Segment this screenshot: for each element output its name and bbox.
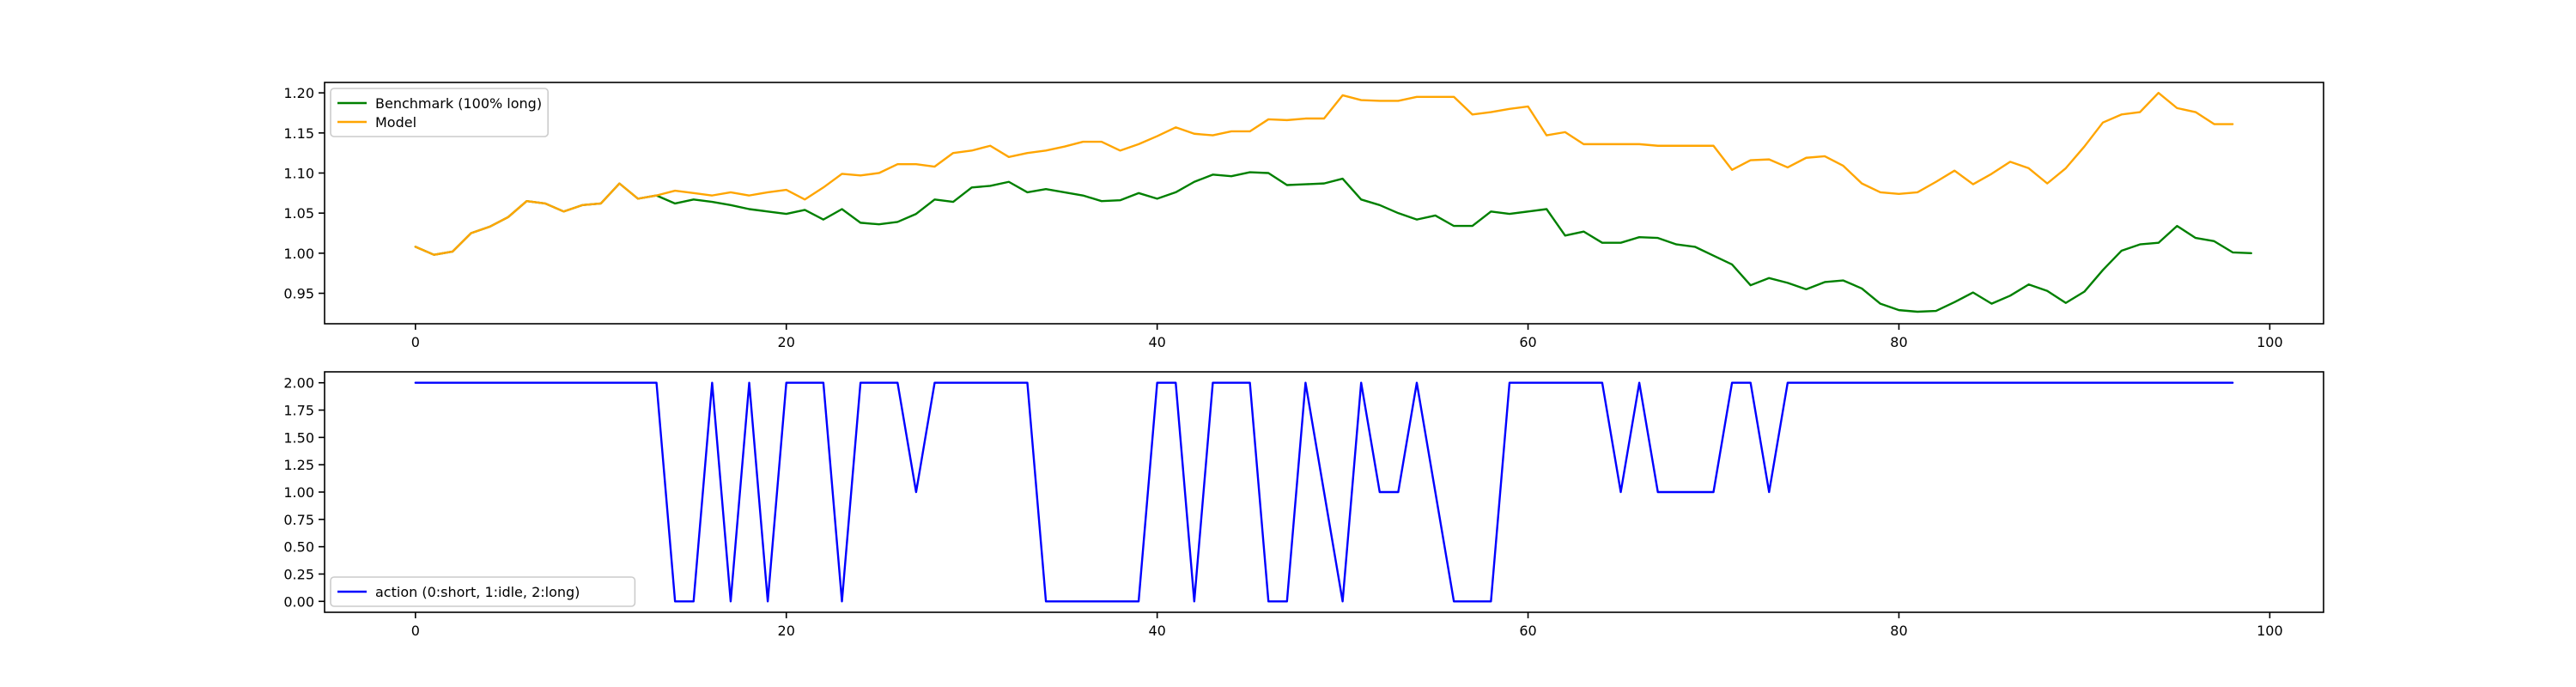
price-chart-lines	[414, 91, 2252, 313]
y-tick-label: 1.05	[283, 205, 314, 222]
x-tick-label: 100	[2257, 623, 2283, 639]
y-tick-label: 0.50	[283, 539, 314, 556]
price-chart-y-axis: 0.95 1.00 1.05 1.10 1.15 1.20	[283, 85, 325, 302]
y-tick-label: 0.95	[283, 286, 314, 302]
action-chart-x-axis: 0 20 40 60 80 100	[411, 612, 2283, 639]
x-tick-label: 40	[1148, 623, 1165, 639]
price-chart-legend: Benchmark (100% long) Model	[330, 88, 549, 137]
x-tick-label: 40	[1148, 334, 1165, 350]
y-tick-label: 1.50	[283, 429, 314, 446]
x-tick-label: 60	[1519, 623, 1536, 639]
action-chart-legend: action (0:short, 1:idle, 2:long)	[330, 576, 636, 607]
legend-label: Benchmark (100% long)	[375, 95, 542, 112]
x-tick-label: 20	[778, 623, 795, 639]
y-tick-label: 2.00	[283, 375, 314, 392]
legend-label: action (0:short, 1:idle, 2:long)	[375, 584, 580, 600]
x-tick-label: 80	[1890, 334, 1907, 350]
action-chart-y-axis: 0.00 0.25 0.50 0.75 1.00 1.25 1.50 1.75 2.00	[283, 375, 325, 610]
series-line-benchmark-100-long	[414, 171, 2252, 313]
y-tick-label: 0.75	[283, 512, 314, 528]
y-tick-label: 0.25	[283, 566, 314, 582]
price-chart-legend-box	[330, 88, 549, 137]
price-chart-x-axis: 0 20 40 60 80 100	[411, 324, 2283, 350]
action-chart-legend-box	[330, 576, 636, 607]
y-tick-label: 1.00	[283, 246, 314, 262]
x-tick-label: 0	[411, 334, 420, 350]
legend-label: Model	[375, 114, 416, 131]
x-tick-label: 80	[1890, 623, 1907, 639]
y-tick-label: 0.00	[283, 593, 314, 610]
action-chart: 0.00 0.25 0.50 0.75 1.00 1.25 1.50 1.75 2.00 0 20…	[283, 371, 2324, 639]
series-line-model	[414, 91, 2234, 256]
x-tick-label: 60	[1519, 334, 1536, 350]
y-tick-label: 1.20	[283, 85, 314, 101]
y-tick-label: 1.75	[283, 403, 314, 419]
x-tick-label: 20	[778, 334, 795, 350]
price-chart-frame	[324, 82, 2324, 325]
x-tick-label: 0	[411, 623, 420, 639]
action-chart-lines	[414, 381, 2234, 603]
y-tick-label: 1.25	[283, 457, 314, 473]
y-tick-label: 1.00	[283, 484, 314, 501]
price-chart: 0.95 1.00 1.05 1.10 1.15 1.20 0 20 40 60 80 100 Be…	[283, 82, 2324, 350]
y-tick-label: 1.10	[283, 165, 314, 181]
y-tick-label: 1.15	[283, 125, 314, 142]
x-tick-label: 100	[2257, 334, 2283, 350]
series-line-action-0-short-1-idle-2-long	[414, 381, 2234, 603]
